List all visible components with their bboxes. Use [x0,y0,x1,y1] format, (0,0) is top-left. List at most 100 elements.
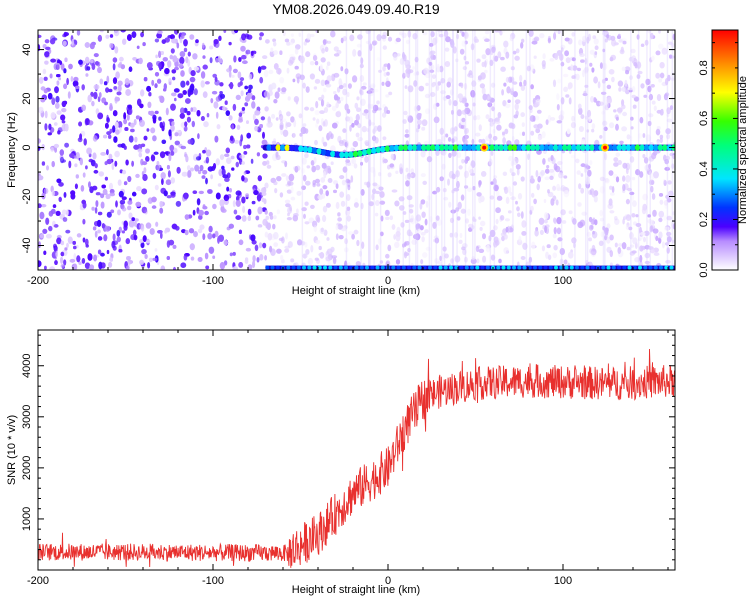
noise-speckle [285,175,289,182]
noise-speckle [515,157,519,164]
noise-speckle [319,64,323,72]
noise-speckle [489,229,496,238]
noise-speckle [439,65,444,73]
noise-speckle [628,56,635,62]
noise-speckle [572,218,577,225]
noise-speckle [479,83,485,89]
noise-speckle [216,124,221,130]
noise-speckle [282,129,289,137]
noise-speckle [60,63,65,71]
noise-speckle [335,233,339,240]
noise-speckle [467,187,473,193]
noise-speckle [481,54,487,60]
noise-speckle [161,139,167,144]
noise-speckle [85,238,89,246]
noise-speckle [290,196,296,201]
noise-speckle [128,135,134,143]
noise-speckle [418,113,422,117]
noise-speckle [593,76,598,84]
noise-speckle [114,46,119,54]
noise-speckle [132,191,137,197]
noise-speckle [426,156,433,163]
noise-speckle [482,255,487,263]
noise-speckle [368,201,374,207]
noise-speckle [95,108,100,115]
noise-speckle [658,30,661,34]
noise-speckle [143,135,148,141]
noise-speckle [114,150,120,158]
noise-speckle [490,254,496,261]
noise-speckle [494,30,499,33]
noise-speckle [451,173,456,180]
noise-speckle [448,152,452,159]
noise-speckle [309,61,315,66]
noise-speckle [226,186,230,192]
noise-speckle [279,50,283,55]
noise-speckle [246,120,249,124]
noise-speckle [560,249,564,256]
noise-speckle [553,32,557,40]
noise-speckle [321,94,325,100]
noise-speckle [402,72,406,79]
noise-speckle [119,56,124,62]
noise-speckle [56,74,61,78]
noise-speckle [159,151,166,159]
noise-speckle [369,166,376,173]
noise-speckle [491,46,496,53]
noise-speckle [53,224,59,228]
noise-speckle [606,223,611,229]
noise-speckle [60,251,65,257]
noise-speckle [431,74,437,79]
noise-speckle [378,186,384,191]
signal-point [512,144,518,151]
alias-point [617,265,621,270]
noise-speckle [198,209,204,216]
alias-point [601,265,606,270]
noise-speckle [98,171,105,177]
noise-speckle [318,245,322,251]
noise-speckle [503,186,507,191]
noise-speckle [638,235,644,240]
noise-speckle [104,101,108,106]
noise-speckle [184,121,188,127]
noise-speckle [617,35,621,39]
noise-speckle [509,36,514,42]
noise-speckle [286,189,292,194]
noise-speckle [497,51,502,59]
noise-speckle [155,221,159,227]
noise-speckle [223,239,228,246]
noise-speckle [503,47,508,55]
noise-speckle [219,82,224,87]
noise-speckle [567,84,572,90]
noise-speckle [38,76,44,84]
y-tick-label: 1000 [21,507,33,531]
noise-speckle [481,171,487,177]
noise-speckle [534,115,540,121]
noise-speckle [331,255,338,259]
noise-speckle [495,239,500,246]
x-tick-label: -100 [202,275,224,287]
noise-speckle [109,34,114,38]
noise-speckle [228,223,234,229]
noise-speckle [296,76,300,84]
noise-speckle [155,54,158,59]
signal-point [648,144,654,151]
noise-speckle [309,73,315,80]
alias-point [428,265,432,270]
noise-speckle [326,75,332,82]
noise-speckle [404,219,410,223]
noise-speckle [422,252,428,258]
noise-speckle [251,101,256,109]
noise-speckle [290,33,294,37]
noise-speckle [172,55,178,63]
noise-speckle [578,107,583,115]
noise-speckle [571,115,575,122]
noise-speckle [666,118,673,123]
noise-speckle [180,145,187,150]
noise-speckle [337,135,342,143]
noise-speckle [192,209,196,216]
noise-speckle [648,163,651,169]
noise-speckle [372,104,379,112]
noise-speckle [402,72,406,79]
noise-speckle [387,36,393,42]
